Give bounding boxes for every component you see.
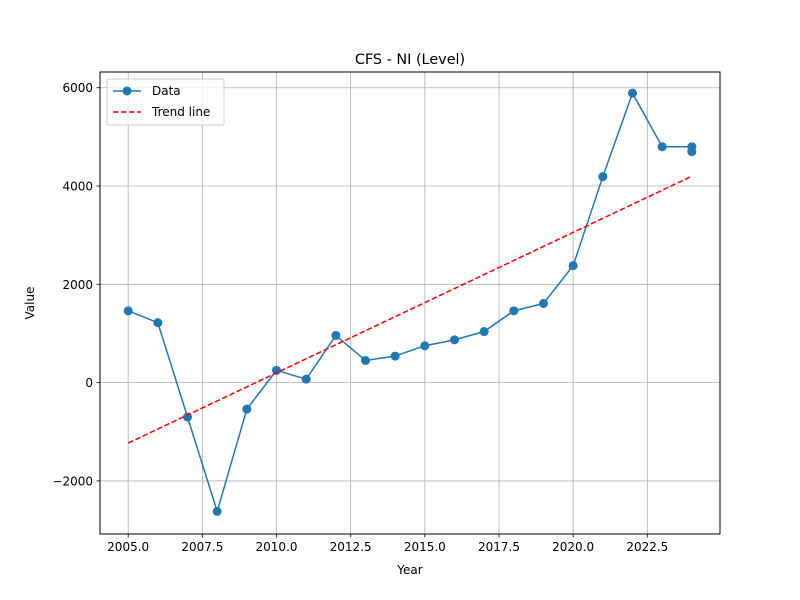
data-point [331, 330, 341, 340]
y-tick-label: 2000 [62, 278, 93, 292]
data-point [183, 412, 193, 422]
legend-trend-label: Trend line [151, 105, 210, 119]
x-axis-label: Year [396, 563, 422, 577]
data-point [509, 306, 519, 316]
data-point [598, 172, 608, 182]
x-tick-label: 2010.0 [256, 540, 298, 554]
x-tick-label: 2017.5 [478, 540, 520, 554]
legend-data-label: Data [152, 84, 181, 98]
x-tick-label: 2020.0 [552, 540, 594, 554]
data-point [361, 356, 371, 366]
data-point [420, 341, 430, 351]
x-tick-label: 2022.5 [626, 540, 668, 554]
x-tick-label: 2012.5 [330, 540, 372, 554]
legend-data-marker [122, 86, 132, 96]
data-point [479, 327, 489, 337]
data-point [272, 365, 282, 375]
y-tick-label: 6000 [62, 81, 93, 95]
data-point [538, 298, 548, 308]
data-point [242, 404, 252, 414]
y-axis-label: Value [23, 287, 37, 320]
data-point [153, 318, 163, 328]
y-tick-label: −2000 [52, 474, 93, 488]
series-data-line [127, 91, 693, 514]
grid-layer [100, 72, 720, 534]
series-layer [123, 88, 697, 516]
data-point [687, 147, 697, 157]
series-trend-line-line [127, 175, 693, 444]
y-tick-label: 4000 [62, 180, 93, 194]
y-axis: −2000 0 2000 4000 6000 [52, 81, 100, 488]
x-tick-label: 2007.5 [181, 540, 223, 554]
data-point [627, 88, 637, 98]
x-tick-label: 2015.0 [404, 540, 446, 554]
y-tick-label: 0 [85, 376, 93, 390]
plot-area [99, 71, 721, 535]
legend: Data Trend line [106, 78, 225, 126]
chart-title: CFS - NI (Level) [355, 52, 465, 68]
data-point [212, 506, 222, 516]
data-point [657, 142, 667, 152]
data-point [123, 306, 133, 316]
data-point [449, 335, 459, 345]
data-point [568, 261, 578, 271]
x-axis: 2005.0 2007.5 2010.0 2012.5 2015.0 2017.5 2020… [107, 534, 668, 554]
data-point [390, 351, 400, 361]
x-tick-label: 2005.0 [107, 540, 149, 554]
data-point [301, 374, 311, 384]
